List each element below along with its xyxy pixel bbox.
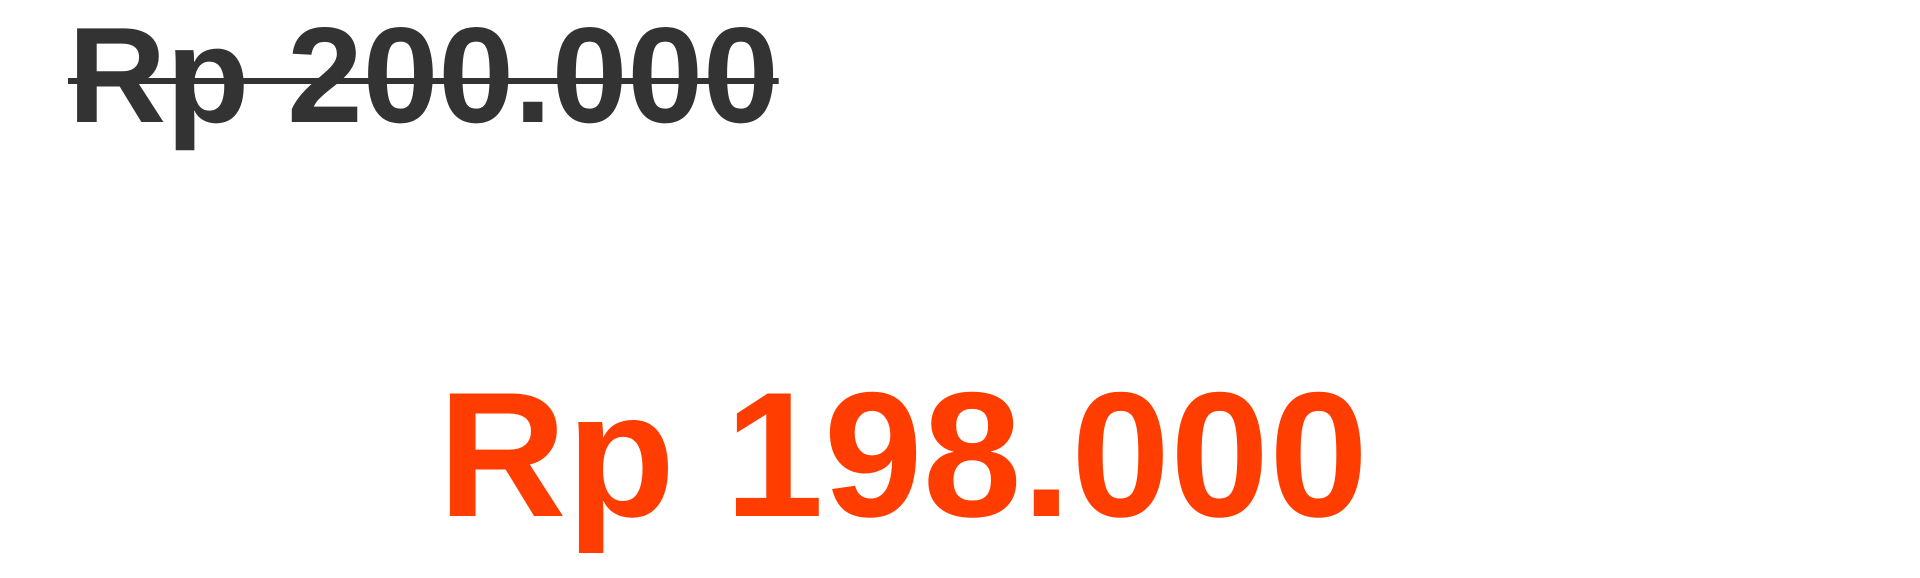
sale-price: Rp 198.000 <box>438 355 1369 554</box>
original-price-strikethrough: Rp 200.000 <box>68 0 779 151</box>
